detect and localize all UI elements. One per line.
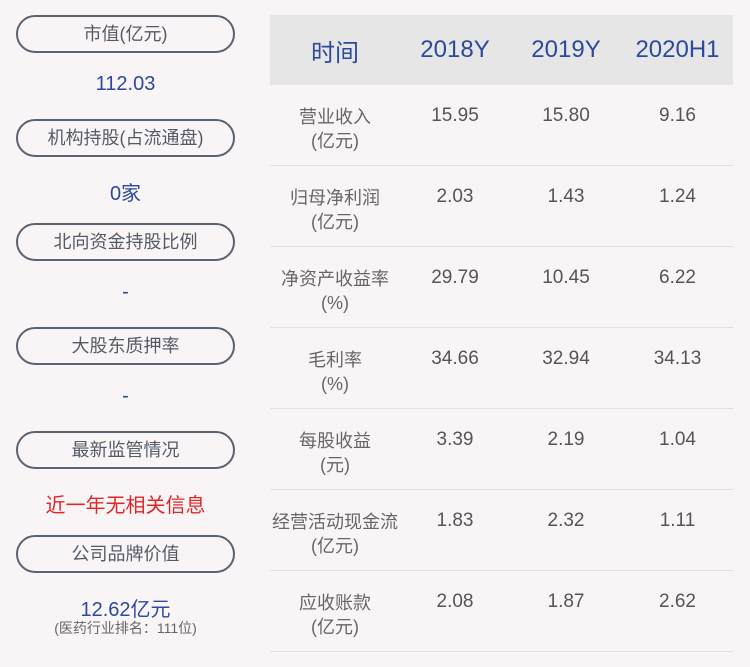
table-row: 应收账款 (亿元) 2.08 1.87 2.62	[270, 571, 733, 652]
row-label: 归母净利润 (亿元)	[270, 166, 400, 234]
label-pledge-ratio: 大股东质押率	[16, 327, 235, 365]
cell-value: 10.45	[542, 267, 590, 288]
cell-value: 1.24	[659, 186, 696, 207]
cell-value: 2.08	[436, 591, 474, 612]
row-label-main: 毛利率	[308, 350, 362, 370]
table-row: 毛利率 (%) 34.66 32.94 34.13	[270, 328, 733, 409]
label-market-cap: 市值(亿元)	[16, 15, 235, 53]
row-label: 毛利率 (%)	[270, 328, 400, 396]
financial-table: 时间 2018Y 2019Y 2020H1 营业收入 (亿元) 15.95 15.80…	[270, 15, 733, 652]
cell-value: 2.62	[659, 591, 696, 612]
row-label: 应收账款 (亿元)	[270, 571, 400, 639]
cell-value: 1.43	[547, 186, 585, 207]
table-row: 净资产收益率 (%) 29.79 10.45 6.22	[270, 247, 733, 328]
cell-value: 1.04	[659, 429, 696, 450]
cell-value: 2.03	[436, 186, 474, 207]
cell-value: 6.22	[659, 267, 696, 288]
row-label-unit: (亿元)	[311, 131, 359, 151]
row-label: 经营活动现金流 (亿元)	[270, 490, 400, 558]
value-institution-holding: 0家	[109, 183, 142, 205]
table-row: 归母净利润 (亿元) 2.03 1.43 1.24	[270, 166, 733, 247]
cell-value: 3.39	[436, 429, 474, 450]
cell-value: 1.87	[547, 591, 585, 612]
cell-value: 1.83	[436, 510, 474, 531]
row-label-unit: (%)	[321, 293, 349, 313]
cell-value: 32.94	[542, 348, 590, 369]
header-2018: 2018Y	[420, 36, 490, 63]
label-institution-holding: 机构持股(占流通盘)	[16, 119, 235, 157]
row-label-unit: (亿元)	[311, 212, 359, 232]
value-market-cap: 112.03	[95, 73, 156, 95]
table-row: 经营活动现金流 (亿元) 1.83 2.32 1.11	[270, 490, 733, 571]
label-regulation: 最新监管情况	[16, 431, 235, 469]
value-regulation: 近一年无相关信息	[45, 495, 206, 517]
row-label-main: 经营活动现金流	[272, 512, 398, 532]
cell-value: 15.95	[431, 105, 479, 126]
table-header: 时间 2018Y 2019Y 2020H1	[270, 15, 733, 85]
value-northbound-ratio: -	[122, 281, 129, 303]
cell-value: 34.13	[653, 348, 702, 369]
row-label: 净资产收益率 (%)	[270, 247, 400, 315]
row-label-unit: (亿元)	[311, 617, 359, 637]
row-label: 每股收益 (元)	[270, 409, 400, 477]
row-label-unit: (%)	[321, 374, 349, 394]
header-2019: 2019Y	[531, 36, 601, 63]
cell-value: 1.11	[659, 510, 696, 531]
row-label-unit: (元)	[320, 455, 350, 475]
row-label-main: 每股收益	[299, 431, 371, 451]
cell-value: 34.66	[431, 348, 479, 369]
header-time: 时间	[311, 39, 359, 67]
row-label: 营业收入 (亿元)	[270, 85, 400, 153]
cell-value: 9.16	[659, 105, 696, 126]
row-label-main: 营业收入	[299, 107, 371, 127]
header-2020h1: 2020H1	[635, 36, 720, 63]
cell-value: 2.19	[547, 429, 585, 450]
cell-value: 2.32	[547, 510, 585, 531]
cell-value: 15.80	[542, 105, 590, 126]
label-brand-value: 公司品牌价值	[16, 535, 235, 573]
table-row: 每股收益 (元) 3.39 2.19 1.04	[270, 409, 733, 490]
row-label-main: 净资产收益率	[281, 269, 389, 289]
table-row: 营业收入 (亿元) 15.95 15.80 9.16	[270, 85, 733, 166]
label-northbound-ratio: 北向资金持股比例	[16, 223, 235, 261]
row-label-unit: (亿元)	[311, 536, 359, 556]
row-label-main: 应收账款	[299, 593, 371, 613]
row-label-main: 归母净利润	[290, 188, 380, 208]
brand-rank-note: (医药行业排名：111位)	[54, 620, 197, 636]
value-brand-value: 12.62亿元	[80, 599, 171, 621]
value-pledge-ratio: -	[122, 385, 129, 407]
cell-value: 29.79	[431, 267, 479, 288]
